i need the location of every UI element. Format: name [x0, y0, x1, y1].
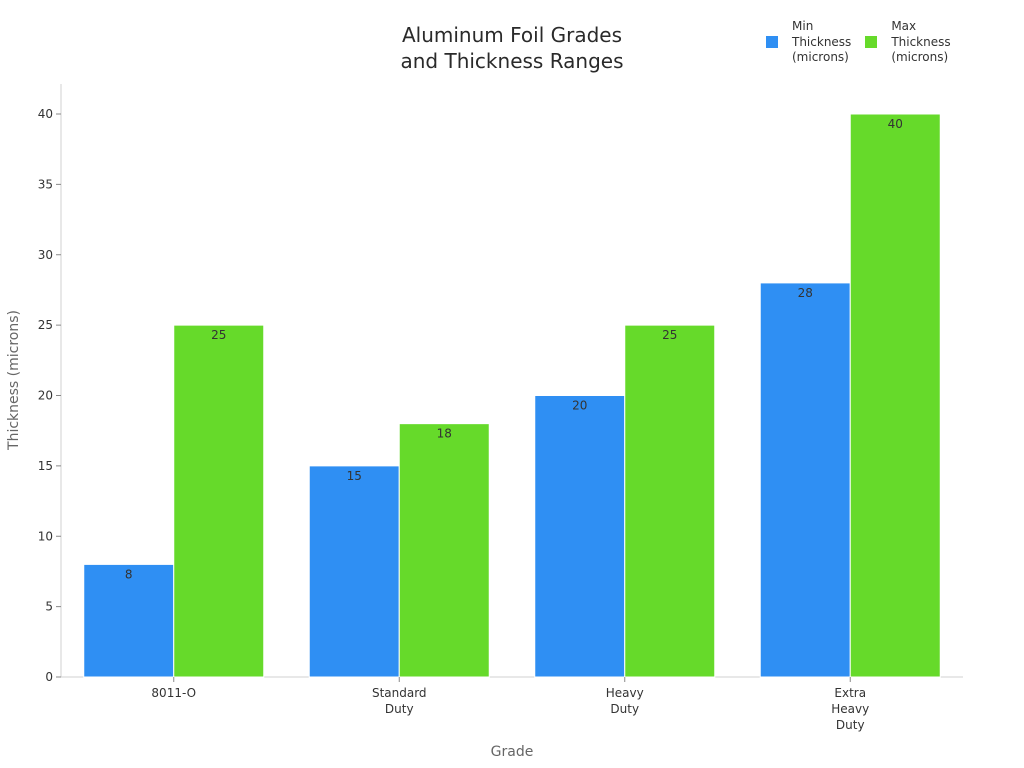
x-tick-label: 8011-O: [151, 686, 196, 700]
y-tick-label: 40: [38, 107, 53, 121]
bar-value-label: 15: [347, 469, 362, 483]
x-axis-title: Grade: [491, 744, 534, 760]
chart-title-line-2: and Thickness Ranges: [400, 49, 624, 73]
legend-item-max[interactable]: Max Thickness (microns): [865, 19, 951, 66]
bar-value-label: 8: [125, 567, 133, 581]
bar-max[interactable]: [173, 324, 265, 678]
y-tick-label: 15: [38, 459, 53, 473]
y-tick-label: 25: [38, 318, 53, 332]
legend-swatch-max: [865, 36, 878, 49]
legend-label-max: Max Thickness (microns): [891, 19, 951, 64]
legend-swatch-min: [766, 36, 778, 49]
y-axis-title: Thickness (microns): [6, 310, 22, 451]
x-tick-label: Standard: [372, 686, 427, 700]
bar-value-label: 40: [888, 117, 903, 131]
bar-value-label: 25: [662, 328, 677, 342]
chart-title: Aluminum Foil Grades and Thickness Range…: [312, 22, 712, 74]
bar-min[interactable]: [534, 395, 626, 678]
x-tick-label: Heavy: [606, 686, 644, 700]
x-tick-label: Duty: [385, 702, 414, 716]
y-tick-label: 5: [45, 600, 53, 614]
y-tick-label: 35: [38, 177, 53, 191]
bar-value-label: 18: [437, 427, 452, 441]
bar-min[interactable]: [759, 282, 851, 678]
y-tick-label: 20: [38, 389, 53, 403]
bar-max[interactable]: [398, 423, 490, 678]
bar-value-label: 25: [211, 328, 226, 342]
x-tick-label: Extra: [834, 686, 866, 700]
legend-item-min[interactable]: Min Thickness (microns): [766, 19, 851, 66]
bar-min[interactable]: [308, 465, 400, 678]
x-tick-label: Duty: [836, 718, 865, 732]
bar-max[interactable]: [849, 113, 941, 678]
y-tick-label: 30: [38, 248, 53, 262]
bar-max[interactable]: [624, 324, 716, 678]
chart-title-line-1: Aluminum Foil Grades: [401, 23, 623, 47]
legend-label-min: Min Thickness (microns): [792, 19, 852, 64]
bar-value-label: 28: [798, 286, 813, 300]
y-tick-label: 0: [45, 670, 53, 684]
bar-min[interactable]: [83, 563, 175, 678]
x-tick-label: Heavy: [831, 702, 869, 716]
bar-value-label: 20: [572, 399, 587, 413]
y-tick-label: 10: [38, 529, 53, 543]
x-tick-label: Duty: [610, 702, 639, 716]
chart-legend: Min Thickness (microns) Max Thickness (m…: [766, 19, 965, 66]
